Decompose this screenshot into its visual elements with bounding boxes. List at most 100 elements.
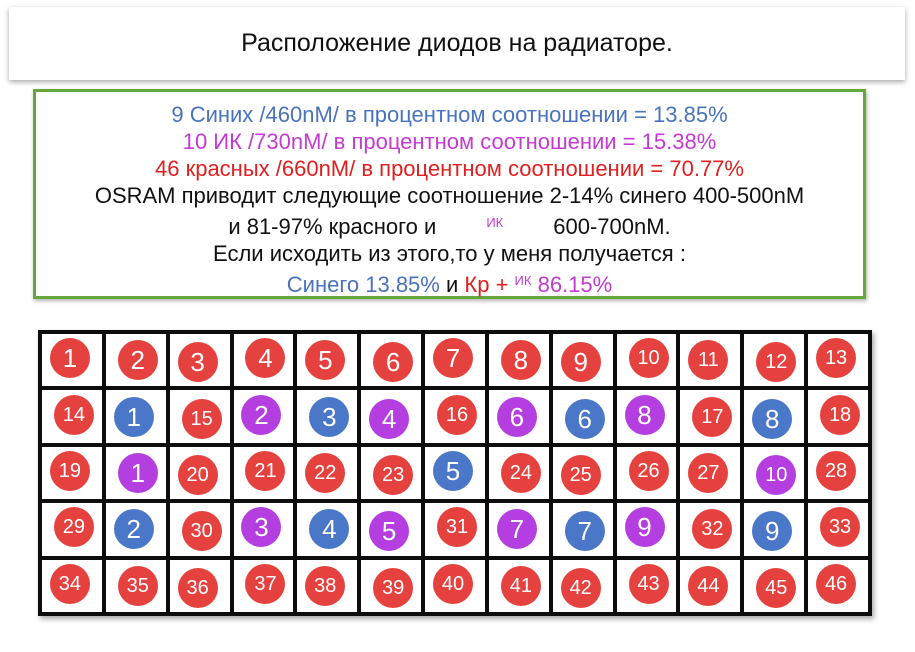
grid-cell: 23 [361, 446, 422, 500]
grid-cell: 8 [488, 334, 549, 387]
red-led-22: 22 [305, 452, 346, 493]
grid-cell: 9 [552, 334, 613, 387]
grid-cell: 13 [808, 334, 868, 387]
grid-cell: 40 [425, 559, 485, 612]
red-led-2: 2 [117, 340, 158, 381]
red-led-24: 24 [500, 452, 541, 493]
ir-led-7: 7 [496, 509, 537, 550]
red-led-13: 13 [816, 338, 857, 379]
grid-cell: 5 [297, 334, 358, 387]
grid-cell: 10 [616, 334, 677, 387]
grid-cell: 2 [105, 503, 166, 556]
summary-red: Кр + [464, 272, 509, 297]
grid-cell: 7 [488, 503, 549, 556]
ir-led-1: 1 [117, 452, 158, 493]
summary-and: и [445, 272, 459, 297]
grid-cell: 3 [233, 503, 294, 556]
summary-blue: Синего 13.85% [286, 272, 440, 297]
slide-title: Расположение диодов на радиаторе. [9, 7, 905, 80]
grid-cell: 39 [361, 559, 422, 612]
blue-led-4: 4 [309, 509, 350, 550]
grid-cell: 4 [361, 390, 422, 443]
grid-cell: 38 [297, 559, 358, 612]
red-led-3: 3 [177, 342, 218, 383]
grid-cell: 21 [233, 446, 294, 500]
grid-cell: 36 [169, 559, 230, 612]
red-led-35: 35 [117, 565, 158, 606]
summary-line: Синего 13.85% и Кр + ИК 86.15% [36, 267, 863, 298]
grid-cell: 25 [552, 446, 613, 500]
conclusion-line: Если исходить из этого,то у меня получае… [213, 241, 686, 266]
blue-led-2: 2 [113, 509, 154, 550]
blue-led-8: 8 [752, 398, 793, 439]
grid-cell: 41 [488, 559, 549, 612]
info-panel: 9 Синих /460nM/ в процентном соотношении… [33, 89, 866, 299]
range-text-b: 600-700nM. [553, 214, 671, 239]
summary-ik: ИК [514, 273, 532, 288]
red-led-25: 25 [560, 454, 601, 495]
range-ik-label: ИК [486, 215, 504, 230]
blue-ratio-line: 9 Синих /460nM/ в процентном соотношении… [171, 102, 728, 127]
grid-cell: 20 [169, 446, 230, 500]
grid-cell: 19 [42, 446, 102, 500]
red-led-33: 33 [820, 507, 861, 548]
red-led-26: 26 [628, 450, 669, 491]
red-led-23: 23 [373, 454, 414, 495]
grid-cell: 30 [169, 503, 230, 556]
radiator-led-grid: 1 2 3 4 5 6 7 8 9 10 11 12 13 14 1 15 2 3 4 16 6 6 8 17 8 18 19 1 20… [38, 330, 872, 616]
red-led-18: 18 [820, 394, 861, 435]
grid-cell: 26 [616, 446, 677, 500]
ir-led-4: 4 [369, 398, 410, 439]
red-led-10: 10 [628, 338, 669, 379]
grid-cell: 42 [552, 559, 613, 612]
grid-cell: 5 [425, 446, 485, 500]
grid-cell: 3 [297, 390, 358, 443]
blue-led-6: 6 [564, 398, 605, 439]
grid-cell: 44 [680, 559, 741, 612]
red-led-4: 4 [245, 338, 286, 379]
red-led-34: 34 [49, 563, 90, 604]
red-led-31: 31 [436, 507, 477, 548]
grid-cell: 18 [808, 390, 868, 443]
red-led-28: 28 [816, 450, 857, 491]
grid-cell: 14 [42, 390, 102, 443]
ir-led-3: 3 [241, 507, 282, 548]
grid-cell: 28 [808, 446, 868, 500]
blue-led-7: 7 [564, 511, 605, 552]
red-led-27: 27 [688, 452, 729, 493]
red-led-12: 12 [756, 342, 797, 383]
ir-ratio-line: 10 ИК /730nM/ в процентном соотношении =… [182, 129, 717, 154]
grid-cell: 2 [233, 390, 294, 443]
red-led-30: 30 [181, 511, 222, 552]
red-led-8: 8 [500, 340, 541, 381]
red-led-19: 19 [49, 450, 90, 491]
red-led-5: 5 [305, 340, 346, 381]
grid-cell: 1 [105, 390, 166, 443]
red-led-1: 1 [49, 338, 90, 379]
grid-cell: 4 [233, 334, 294, 387]
range-line: и 81-97% красного и ИК 600-700nM. [36, 209, 863, 240]
red-led-29: 29 [53, 507, 94, 548]
grid-cell: 1 [105, 446, 166, 500]
range-text-a: и 81-97% красного и [228, 214, 437, 239]
red-led-32: 32 [692, 509, 733, 550]
red-led-7: 7 [432, 338, 473, 379]
grid-cell: 46 [808, 559, 868, 612]
blue-led-9: 9 [752, 511, 793, 552]
title-text: Расположение диодов на радиаторе. [241, 29, 673, 57]
grid-cell: 5 [361, 503, 422, 556]
red-led-21: 21 [245, 450, 286, 491]
grid-cell: 22 [297, 446, 358, 500]
grid-cell: 31 [425, 503, 485, 556]
red-led-40: 40 [432, 563, 473, 604]
ir-led-2: 2 [241, 394, 282, 435]
grid-cell: 27 [680, 446, 741, 500]
grid-cell: 4 [297, 503, 358, 556]
grid-cell: 6 [552, 390, 613, 443]
red-led-9: 9 [560, 342, 601, 383]
grid-cell: 32 [680, 503, 741, 556]
blue-led-5: 5 [432, 450, 473, 491]
red-led-39: 39 [373, 567, 414, 608]
grid-cell: 9 [616, 503, 677, 556]
ir-led-10: 10 [756, 454, 797, 495]
